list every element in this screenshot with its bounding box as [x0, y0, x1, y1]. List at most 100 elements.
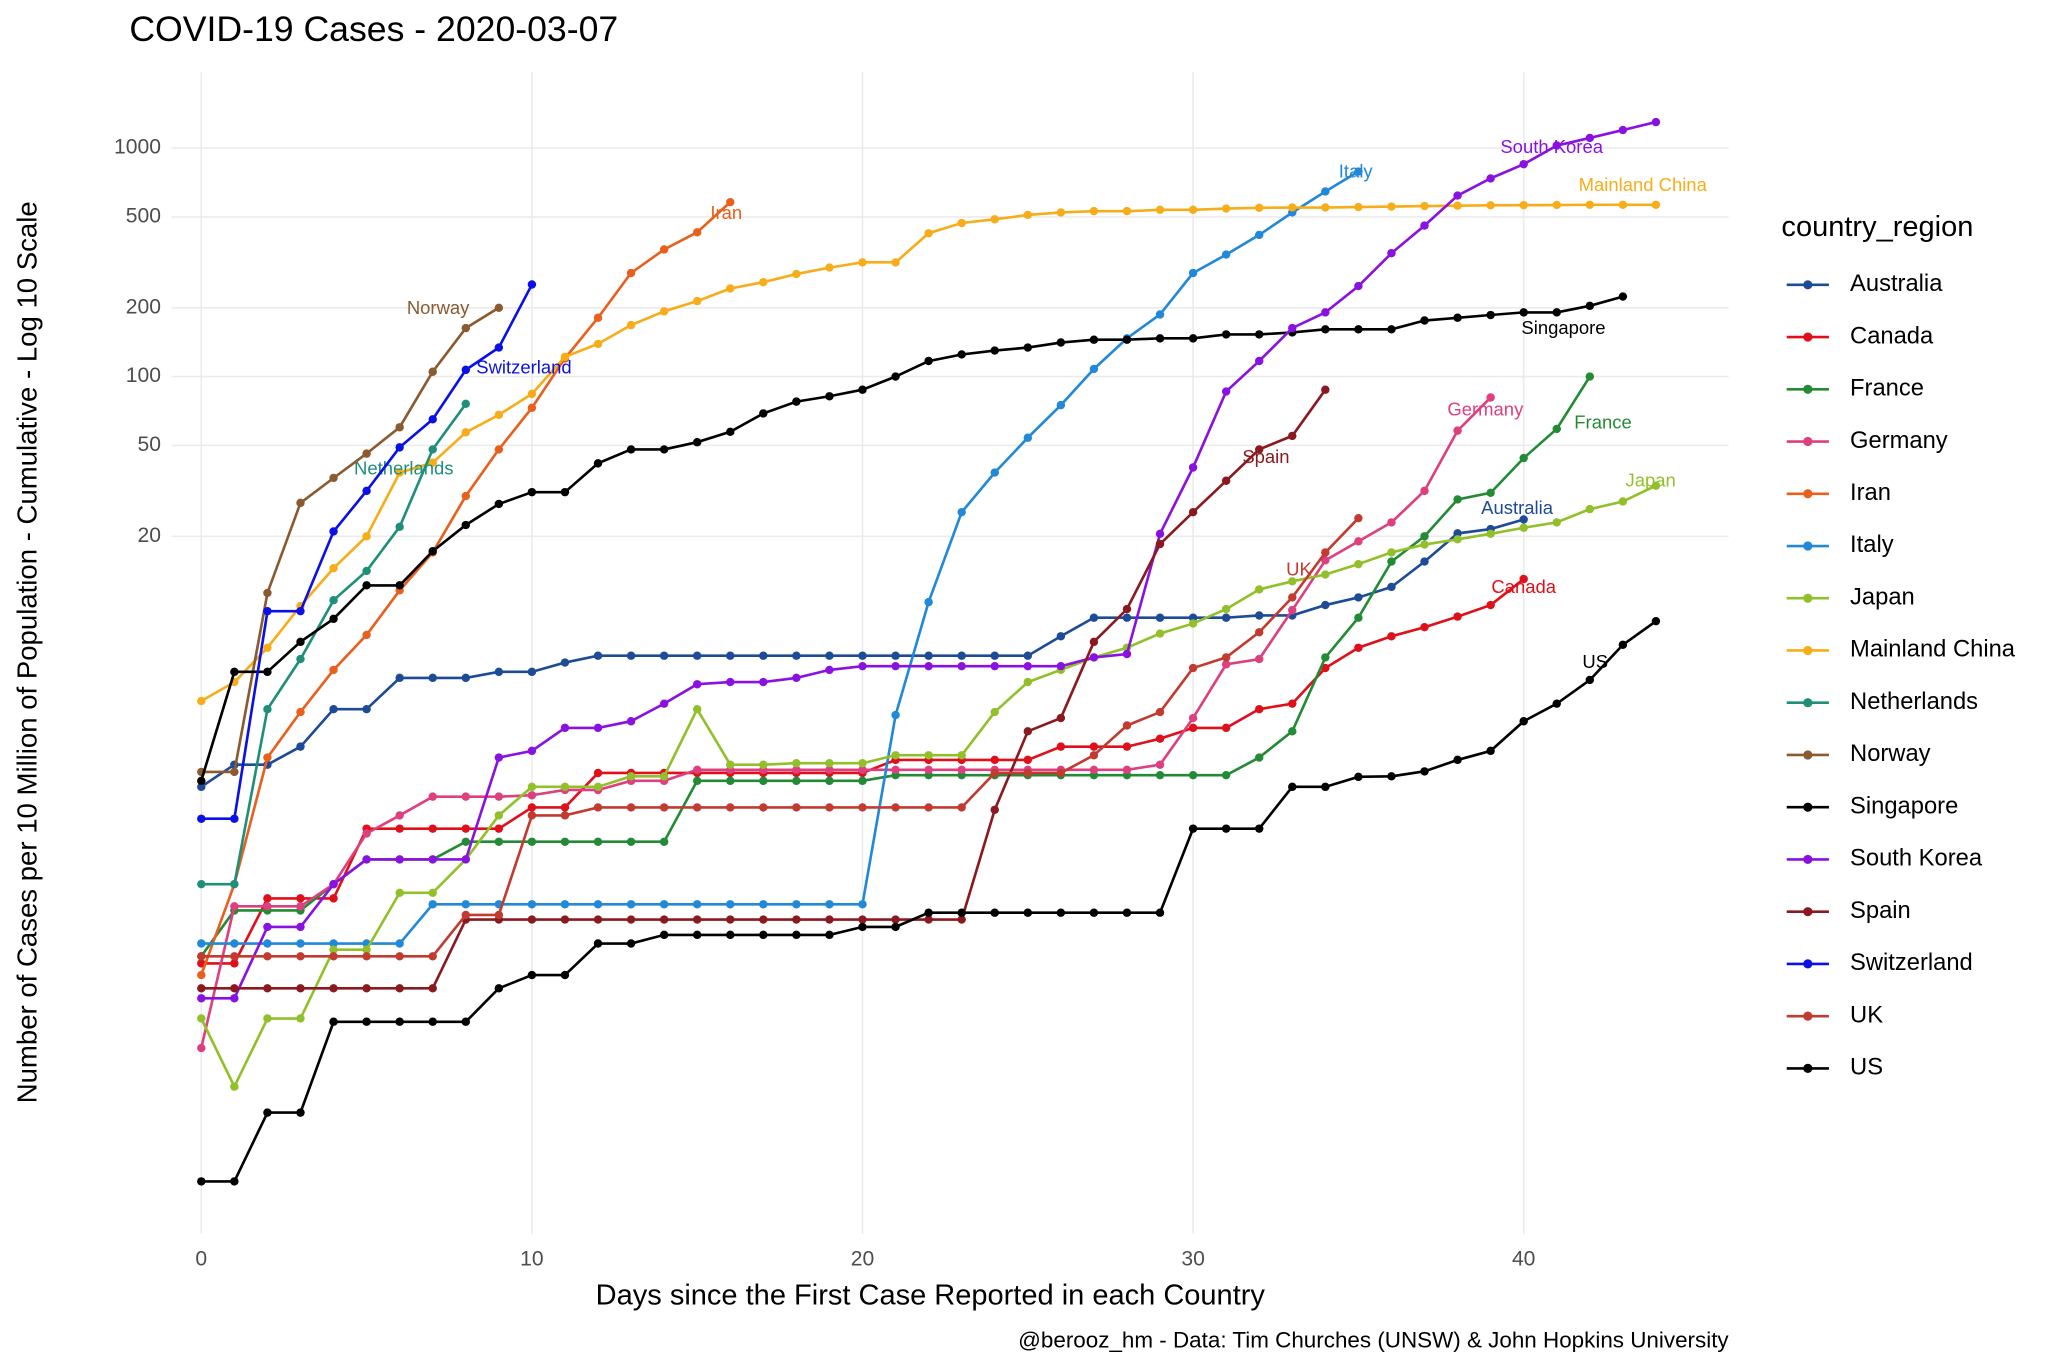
data-point: [1288, 699, 1297, 708]
data-point: [362, 566, 371, 576]
data-point: [395, 811, 404, 820]
data-point: [593, 313, 603, 322]
data-point: [792, 759, 801, 768]
data-point: [230, 1082, 239, 1091]
legend-item: US: [1786, 1055, 1883, 1081]
data-point: [1023, 651, 1033, 660]
data-point: [1519, 453, 1528, 463]
data-point: [990, 215, 999, 224]
legend-item: Australia: [1786, 271, 1943, 297]
data-point: [197, 696, 206, 706]
series: Switzerland: [197, 280, 572, 823]
data-point: [296, 922, 305, 932]
data-point: [329, 952, 338, 961]
data-point: [362, 486, 371, 496]
data-point: [957, 765, 966, 775]
data-point: [197, 1043, 206, 1053]
data-point: [395, 824, 404, 833]
data-point: [1354, 643, 1363, 652]
data-point: [1519, 308, 1528, 317]
data-point: [792, 673, 801, 683]
data-point: [990, 468, 999, 477]
legend-item: Netherlands: [1786, 689, 1978, 715]
data-point: [329, 984, 338, 993]
data-point: [924, 908, 933, 917]
x-axis-label: Days since the First Case Reported in ea…: [596, 1279, 1266, 1311]
data-point: [593, 837, 603, 846]
data-point: [891, 765, 900, 775]
series-label: Australia: [1481, 497, 1554, 518]
data-point: [1221, 387, 1231, 396]
data-point: [461, 900, 471, 909]
data-point: [1321, 556, 1330, 565]
data-point: [858, 803, 867, 812]
data-point: [759, 900, 768, 909]
data-point: [1387, 557, 1396, 566]
data-point: [1354, 613, 1363, 622]
data-point: [1056, 768, 1066, 778]
data-point: [858, 776, 867, 786]
data-point: [395, 673, 404, 683]
legend-item: Norway: [1786, 741, 1931, 767]
data-point: [1387, 632, 1396, 641]
grid: [171, 72, 1729, 1234]
x-tick-label: 10: [520, 1248, 543, 1271]
data-point: [1188, 463, 1198, 472]
legend-item: Iran: [1786, 480, 1891, 506]
data-point: [197, 952, 206, 961]
data-point: [461, 855, 471, 864]
data-point: [1221, 476, 1231, 485]
data-point: [1420, 486, 1429, 496]
data-point: [626, 803, 636, 812]
data-point: [395, 939, 404, 948]
data-point: [428, 792, 437, 801]
data-point: [428, 1017, 437, 1026]
data-point: [1618, 640, 1628, 649]
data-point: [1321, 548, 1330, 557]
data-point: [1023, 768, 1033, 778]
chart-title: COVID-19 Cases - 2020-03-07: [129, 9, 618, 49]
data-point: [1453, 755, 1462, 765]
legend-swatch-point: [1803, 854, 1813, 865]
data-point: [825, 392, 834, 401]
data-point: [395, 855, 404, 864]
legend-label: Spain: [1850, 898, 1911, 924]
data-point: [1552, 308, 1561, 317]
data-point: [1221, 204, 1231, 213]
data-point: [494, 984, 504, 993]
legend-title: country_region: [1781, 211, 1973, 243]
data-point: [1155, 760, 1165, 769]
legend-item: Spain: [1786, 898, 1911, 924]
data-point: [1486, 600, 1495, 610]
data-point: [197, 814, 206, 823]
data-point: [1651, 481, 1661, 490]
data-point: [593, 768, 603, 778]
data-point: [1321, 782, 1330, 792]
data-point: [1552, 699, 1561, 708]
series: Japan: [197, 470, 1676, 1091]
data-point: [362, 829, 371, 838]
data-point: [263, 1014, 272, 1023]
data-point: [1188, 334, 1198, 343]
data-point: [362, 1017, 371, 1026]
data-point: [263, 667, 272, 677]
data-point: [527, 791, 537, 800]
data-point: [1155, 734, 1165, 743]
data-point: [1387, 325, 1396, 334]
data-point: [1420, 316, 1429, 325]
data-point: [924, 661, 933, 671]
data-point: [990, 768, 999, 778]
data-point: [527, 667, 537, 677]
data-point: [296, 939, 305, 948]
data-point: [329, 939, 338, 948]
series: Singapore: [197, 292, 1628, 786]
data-point: [1387, 582, 1396, 592]
data-point: [1552, 141, 1561, 150]
data-point: [659, 772, 669, 781]
data-point: [296, 498, 305, 508]
data-point: [692, 776, 702, 786]
data-point: [1221, 250, 1231, 259]
data-point: [792, 900, 801, 909]
data-point: [1056, 208, 1066, 217]
data-point: [1321, 570, 1330, 579]
